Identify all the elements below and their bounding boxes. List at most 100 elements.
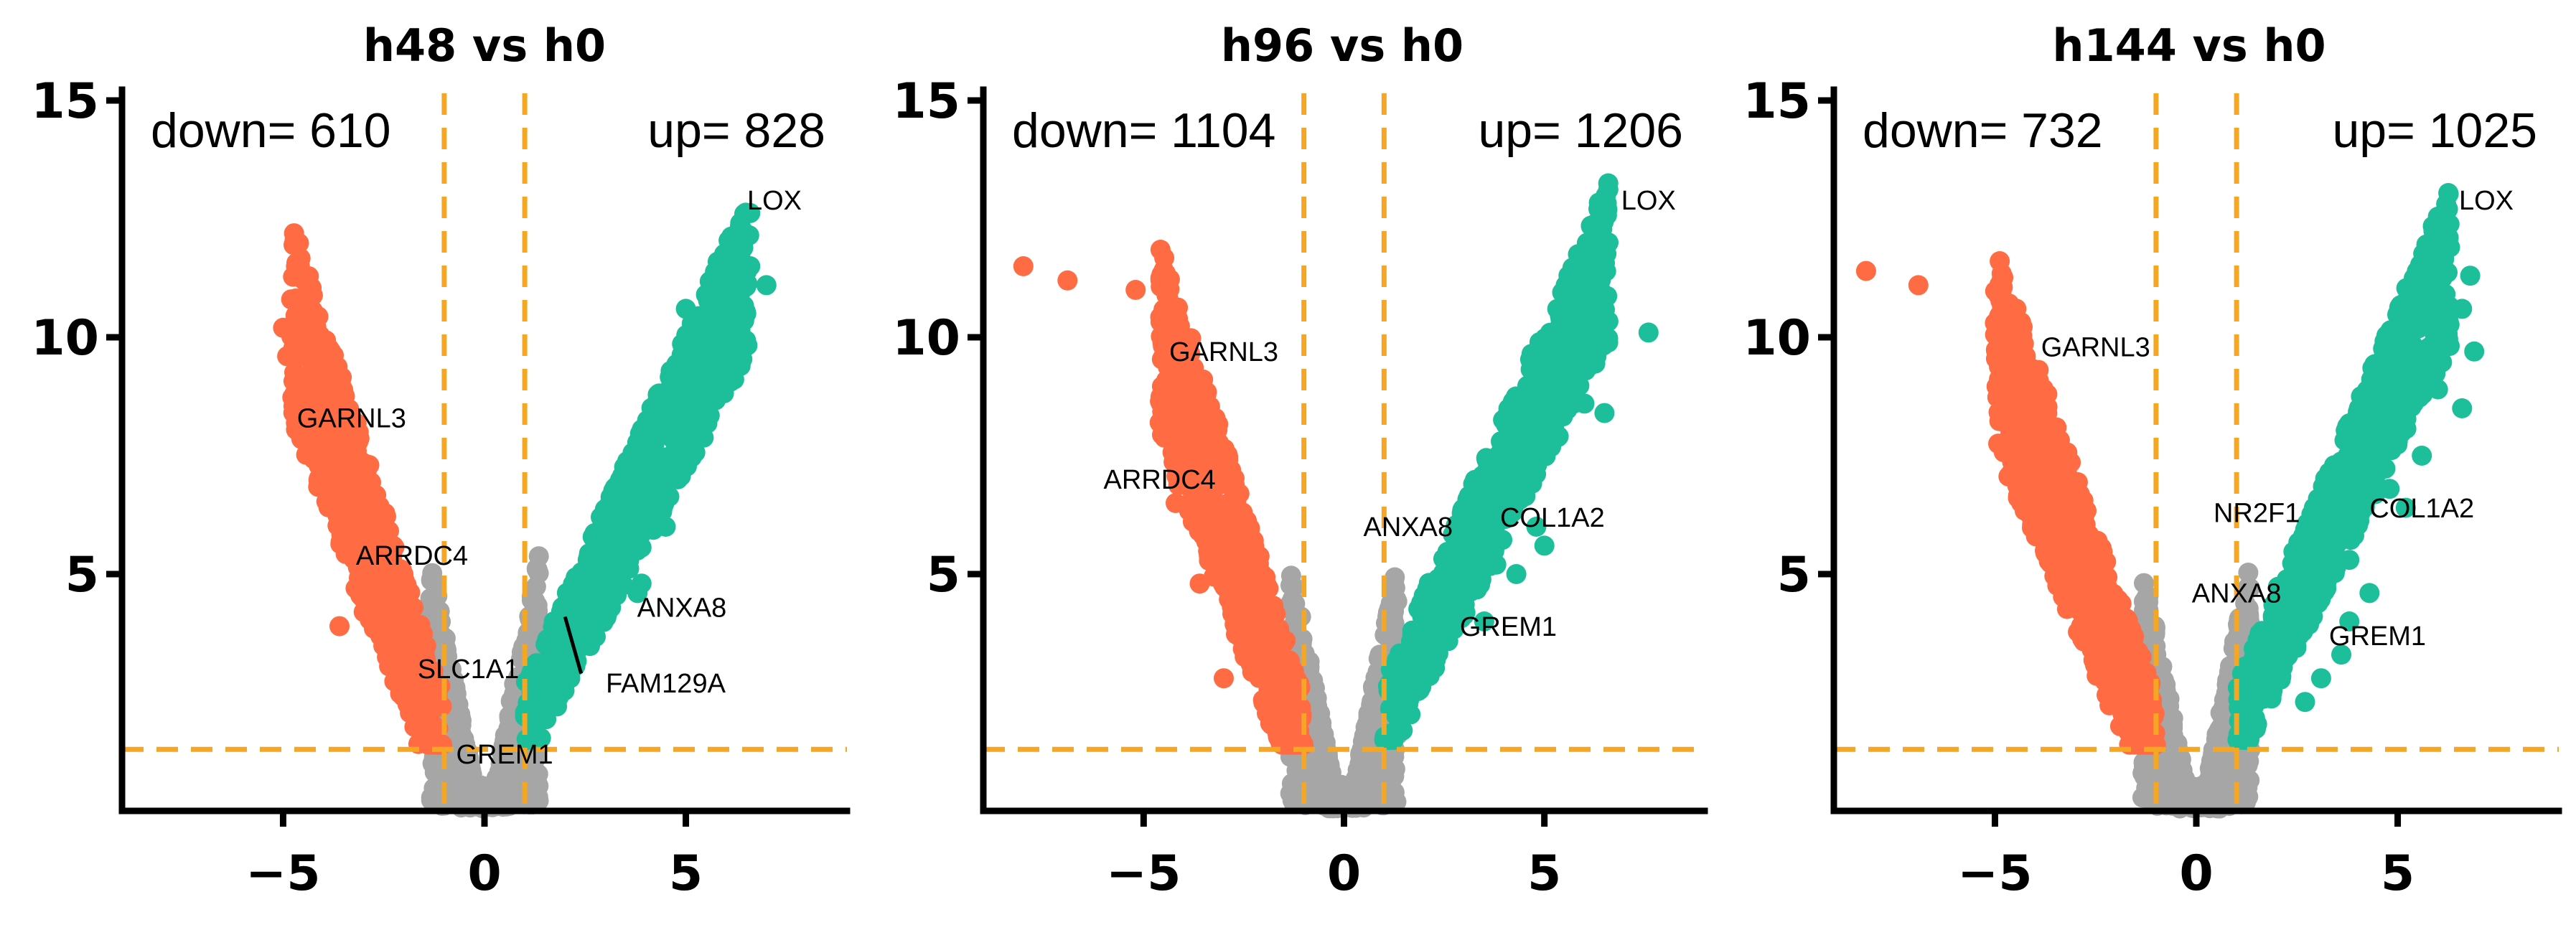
down-point	[1242, 533, 1263, 554]
gene-label: ARRDC4	[356, 541, 468, 571]
up-point	[1554, 351, 1575, 371]
down-point	[283, 266, 304, 287]
down-point	[345, 578, 366, 598]
up-point	[1570, 362, 1591, 383]
up-point	[730, 349, 750, 370]
down-point	[329, 616, 350, 637]
down-point	[316, 330, 337, 351]
ns-point	[495, 731, 515, 751]
down-point	[319, 365, 340, 386]
down-point	[1125, 280, 1146, 300]
ns-point	[421, 571, 441, 591]
up-point	[604, 539, 625, 560]
down-point	[1166, 493, 1186, 513]
down-point	[406, 615, 427, 636]
up-point	[1516, 433, 1537, 454]
ns-point	[449, 718, 469, 738]
x-tick-label: −5	[1106, 845, 1181, 902]
up-point	[631, 573, 652, 594]
up-point	[1638, 322, 1659, 343]
down-point	[392, 685, 413, 705]
y-tick-label: 5	[65, 547, 99, 604]
down-point	[1261, 710, 1282, 731]
down-point	[1214, 668, 1234, 689]
up-point	[1574, 284, 1595, 305]
down-point	[289, 327, 309, 347]
up-point	[660, 360, 681, 381]
up-point	[698, 333, 718, 354]
ns-point	[460, 758, 481, 779]
y-tick-label: 10	[31, 310, 99, 367]
up-point	[1598, 173, 1619, 194]
down-point	[376, 506, 396, 527]
x-tick-label: 5	[1527, 845, 1561, 902]
up-point	[707, 357, 728, 377]
ns-point	[1385, 578, 1405, 598]
gene-label: ANXA8	[637, 593, 727, 623]
up-point	[579, 543, 599, 564]
down-point	[1250, 593, 1270, 614]
down-point	[1176, 422, 1196, 443]
x-tick-label: 0	[467, 845, 501, 902]
up-point	[1471, 569, 1491, 590]
y-tick-label: 10	[892, 310, 960, 367]
down-point	[296, 444, 317, 465]
up-point	[1594, 403, 1615, 423]
gene-label: LOX	[1621, 186, 1676, 216]
panel-title: h48 vs h0	[363, 19, 606, 72]
up-point	[668, 469, 688, 489]
gene-label: GREM1	[456, 740, 553, 770]
up-point	[685, 431, 706, 451]
gene-label: GARNL3	[1169, 337, 1278, 367]
up-point	[598, 568, 619, 588]
panel-title: h96 vs h0	[1221, 19, 1463, 72]
ns-point	[525, 576, 546, 597]
gene-label: COL1A2	[1500, 503, 1605, 533]
x-tick-label: 0	[1327, 845, 1361, 902]
up-count: up= 828	[647, 103, 825, 158]
up-point	[1435, 598, 1456, 619]
up-point	[1388, 659, 1409, 680]
down-point	[409, 702, 430, 723]
up-point	[635, 454, 656, 475]
up-point	[730, 212, 751, 233]
down-point	[297, 346, 318, 367]
down-point	[301, 278, 322, 299]
down-point	[403, 597, 424, 618]
down-point	[277, 346, 298, 367]
ns-point	[461, 777, 482, 798]
down-point	[1260, 628, 1280, 649]
up-point	[569, 581, 590, 601]
down-point	[1150, 240, 1171, 260]
ns-point	[490, 780, 510, 801]
gene-label: SLC1A1	[418, 654, 520, 685]
down-point	[1217, 470, 1238, 491]
points-layer	[1013, 173, 1659, 819]
down-point	[1199, 545, 1219, 566]
down-point	[281, 289, 301, 310]
up-point	[1506, 564, 1527, 584]
down-point	[309, 474, 330, 495]
up-point	[1426, 637, 1446, 657]
up-point	[1534, 535, 1555, 556]
down-count: down= 1104	[1012, 103, 1275, 158]
down-point	[1013, 256, 1034, 276]
down-point	[1235, 509, 1255, 530]
up-point	[589, 609, 610, 630]
down-point	[1232, 639, 1253, 659]
up-point	[1486, 554, 1507, 575]
ns-point	[441, 761, 462, 781]
ns-point	[1362, 697, 1382, 718]
up-point	[1479, 497, 1500, 517]
up-point	[1388, 682, 1409, 703]
down-point	[1153, 260, 1174, 281]
down-point	[1191, 514, 1212, 535]
ns-point	[524, 598, 545, 619]
ns-point	[1280, 575, 1301, 596]
up-point	[609, 497, 629, 517]
up-point	[1401, 639, 1422, 659]
down-point	[1149, 412, 1170, 433]
